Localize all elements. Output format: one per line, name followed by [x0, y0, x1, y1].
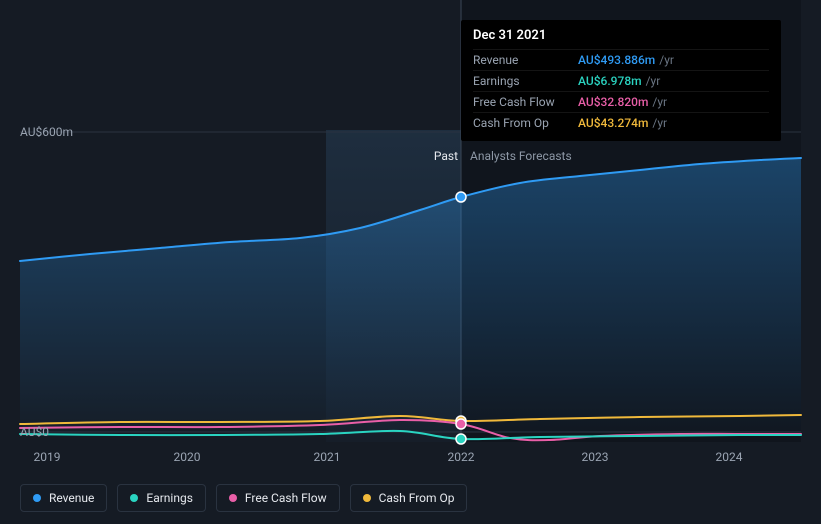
marker-earnings: [456, 434, 466, 444]
tooltip-value: AU$493.886m: [578, 53, 655, 67]
tooltip-row-fcf: Free Cash Flow AU$32.820m /yr: [473, 91, 769, 112]
x-axis-label: 2022: [448, 450, 475, 464]
tooltip-suffix: /yr: [652, 95, 667, 109]
legend-label: Cash From Op: [379, 491, 455, 505]
tooltip-label: Earnings: [473, 74, 578, 88]
past-label: Past: [434, 149, 458, 163]
y-axis-label: AU$600m: [20, 125, 73, 139]
forecasts-label: Analysts Forecasts: [470, 149, 572, 163]
x-axis-label: 2020: [174, 450, 201, 464]
tooltip-suffix: /yr: [652, 116, 667, 130]
legend-dot-icon: [229, 494, 237, 502]
legend: Revenue Earnings Free Cash Flow Cash Fro…: [20, 484, 467, 512]
legend-dot-icon: [363, 494, 371, 502]
tooltip-suffix: /yr: [646, 74, 661, 88]
tooltip-label: Cash From Op: [473, 116, 578, 130]
legend-label: Free Cash Flow: [245, 491, 327, 505]
tooltip-value: AU$43.274m: [578, 116, 648, 130]
tooltip-suffix: /yr: [659, 53, 674, 67]
tooltip-row-revenue: Revenue AU$493.886m /yr: [473, 49, 769, 70]
y-axis-label: AU$0: [20, 425, 49, 439]
tooltip-row-cfo: Cash From Op AU$43.274m /yr: [473, 112, 769, 133]
chart-tooltip: Dec 31 2021 Revenue AU$493.886m /yr Earn…: [461, 20, 781, 141]
tooltip-row-earnings: Earnings AU$6.978m /yr: [473, 70, 769, 91]
x-axis-label: 2021: [314, 450, 341, 464]
tooltip-label: Revenue: [473, 53, 578, 67]
marker-free_cash_flow: [456, 419, 466, 429]
legend-item-cfo[interactable]: Cash From Op: [350, 484, 468, 512]
legend-item-fcf[interactable]: Free Cash Flow: [216, 484, 340, 512]
legend-item-earnings[interactable]: Earnings: [117, 484, 206, 512]
financials-chart: AU$600m AU$0 2019 2020 2021 2022 2023 20…: [0, 0, 821, 524]
tooltip-label: Free Cash Flow: [473, 95, 578, 109]
legend-label: Earnings: [146, 491, 193, 505]
legend-dot-icon: [33, 494, 41, 502]
tooltip-date: Dec 31 2021: [473, 28, 769, 43]
legend-label: Revenue: [49, 491, 94, 505]
x-axis-label: 2019: [34, 450, 61, 464]
x-axis-label: 2024: [716, 450, 743, 464]
legend-dot-icon: [130, 494, 138, 502]
tooltip-value: AU$32.820m: [578, 95, 648, 109]
x-axis-label: 2023: [582, 450, 609, 464]
marker-revenue: [456, 192, 466, 202]
legend-item-revenue[interactable]: Revenue: [20, 484, 107, 512]
tooltip-value: AU$6.978m: [578, 74, 642, 88]
